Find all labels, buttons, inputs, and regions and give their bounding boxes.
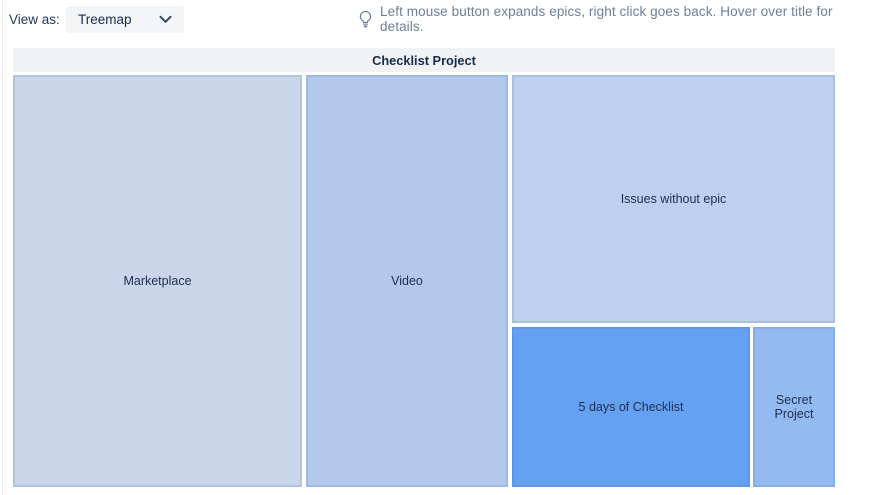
view-as-dropdown[interactable]: Treemap (66, 6, 184, 33)
hint-text: Left mouse button expands epics, right c… (380, 4, 833, 34)
treemap-title[interactable]: Checklist Project (13, 48, 835, 72)
lightbulb-icon (358, 10, 373, 28)
cell-label: Marketplace (123, 274, 192, 288)
treemap-cell-video[interactable]: Video (306, 75, 508, 487)
view-as-dropdown-value: Treemap (78, 12, 132, 27)
treemap-cell-issues-without-epic[interactable]: Issues without epic (512, 75, 835, 323)
treemap-cell-marketplace[interactable]: Marketplace (13, 75, 302, 487)
cell-label: 5 days of Checklist (578, 400, 684, 414)
treemap: Checklist Project Marketplace Video Issu… (13, 48, 835, 487)
chevron-down-icon (159, 15, 172, 24)
cell-label: Video (391, 274, 423, 288)
cell-label: Secret Project (774, 393, 814, 421)
toolbar: View as: Treemap Left mouse button expan… (0, 0, 870, 40)
view-as-label: View as: (9, 11, 60, 27)
cell-label: Issues without epic (620, 192, 727, 206)
treemap-cell-secret-project[interactable]: Secret Project (753, 327, 835, 487)
panel-divider (2, 0, 3, 495)
treemap-cell-5-days-of-checklist[interactable]: 5 days of Checklist (512, 327, 750, 487)
hint-bar: Left mouse button expands epics, right c… (358, 0, 870, 38)
